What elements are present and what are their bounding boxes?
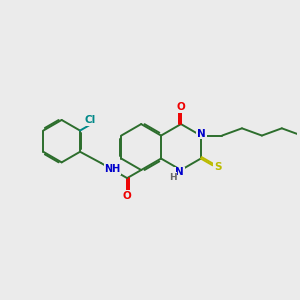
Text: Cl: Cl	[85, 115, 96, 125]
Text: O: O	[177, 102, 185, 112]
Text: NH: NH	[104, 164, 121, 174]
Text: N: N	[175, 167, 184, 177]
Text: S: S	[214, 162, 221, 172]
Text: O: O	[123, 191, 131, 201]
Text: H: H	[169, 173, 176, 182]
Text: N: N	[197, 128, 206, 139]
